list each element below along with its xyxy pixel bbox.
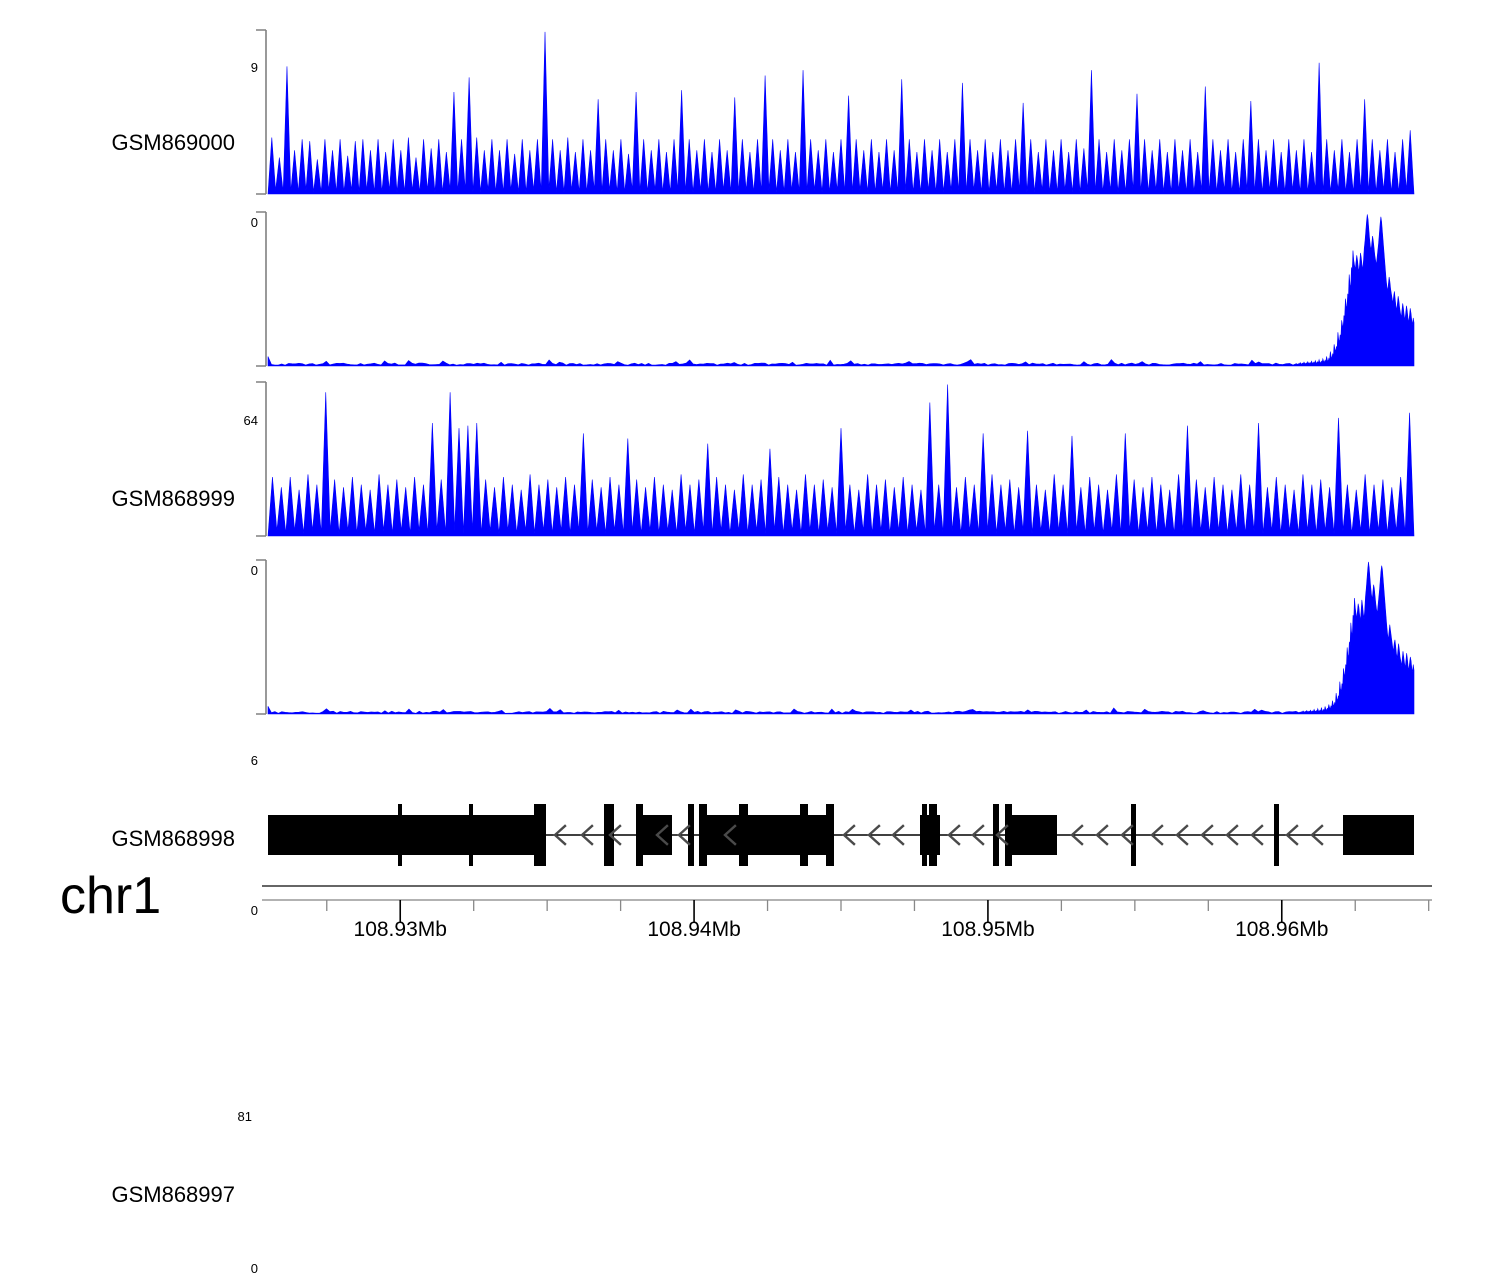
track-label-0: GSM869000: [111, 130, 235, 155]
track-axis-max-1: 64: [243, 413, 258, 428]
ruler-tick-label: 108.93Mb: [353, 918, 447, 941]
genome-browser-view: GSM869000 9 0 GSM868999 64 0 GSM868998 6…: [0, 29, 1500, 1276]
track-label-1: GSM868999: [111, 486, 235, 511]
track-label-3: GSM868997: [111, 1182, 235, 1207]
track-axis-min-2: 0: [250, 903, 258, 918]
ruler-tick-label: 108.95Mb: [941, 918, 1035, 941]
track-axis-max-0: 9: [250, 60, 258, 75]
track-axis-min-1: 0: [250, 563, 258, 578]
gene-model-layer: [262, 804, 1432, 922]
track-label-2: GSM868998: [111, 826, 235, 851]
chromosome-label: chr1: [60, 867, 162, 925]
signal-plot-layer: [256, 29, 1415, 715]
ruler-tick-label: 108.94Mb: [647, 918, 741, 941]
signal-track-2: GSM868998 6 0: [0, 378, 1500, 918]
track-axis-max-3: 81: [237, 1109, 252, 1124]
signal-track-1: GSM868999 64 0: [0, 208, 1500, 578]
signal-track-0: GSM869000 9 0: [0, 30, 1500, 230]
track-axis-max-2: 6: [250, 753, 258, 768]
track-axis-min-3: 0: [250, 1261, 258, 1276]
ruler-tick-label: 108.96Mb: [1235, 918, 1329, 941]
track-axis-min-0: 0: [250, 215, 258, 230]
